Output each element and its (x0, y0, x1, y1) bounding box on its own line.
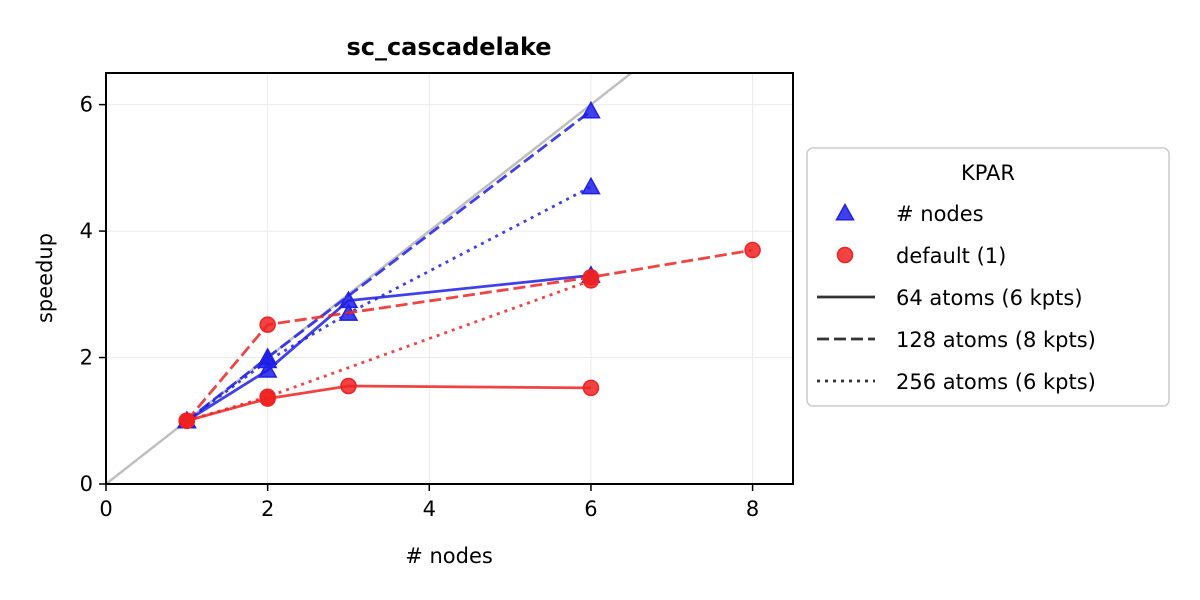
series-5 (178, 272, 600, 430)
legend-label: 128 atoms (8 kpts) (896, 328, 1096, 352)
data-point (581, 176, 601, 195)
legend: KPAR # nodes default (1) 64 atoms (6 kpts)… (806, 147, 1170, 407)
legend-entry: 64 atoms (6 kpts) (817, 286, 1083, 310)
x-tick-label: 4 (423, 497, 436, 521)
data-point (259, 316, 276, 333)
y-axis-label: speedup (33, 233, 57, 323)
legend-entry: # nodes (835, 202, 984, 226)
series-line (185, 185, 592, 422)
legend-entry: 128 atoms (8 kpts) (817, 328, 1096, 352)
legend-entry: 256 atoms (6 kpts) (817, 370, 1096, 394)
data-point (340, 377, 357, 395)
series-layer (177, 100, 761, 430)
data-point (257, 350, 278, 369)
data-point (178, 412, 196, 430)
x-tick-label: 6 (584, 497, 597, 521)
legend-entry: default (1) (836, 244, 1006, 268)
y-tick-label: 4 (80, 219, 93, 243)
data-point (581, 100, 601, 119)
data-point (582, 379, 600, 397)
legend-label: 64 atoms (6 kpts) (896, 286, 1083, 310)
data-point (744, 241, 761, 259)
data-point (259, 388, 276, 405)
series-line (186, 273, 592, 422)
legend-marker (836, 246, 854, 264)
legend-marker (835, 202, 855, 221)
x-axis-label: # nodes (405, 544, 493, 568)
legend-label: default (1) (896, 244, 1006, 268)
data-point (582, 272, 600, 289)
y-tick-label: 2 (80, 346, 93, 370)
x-tick-label: 8 (746, 497, 759, 521)
legend-box (806, 147, 1170, 407)
y-tick-label: 0 (80, 472, 93, 496)
series-line (186, 279, 592, 423)
y-tick-label: 6 (80, 93, 93, 117)
x-tick-label: 0 (99, 497, 112, 521)
chart-title: sc_cascadelake (346, 33, 551, 61)
x-tick-label: 2 (261, 497, 274, 521)
legend-title: KPAR (961, 161, 1015, 185)
series-line (185, 248, 753, 422)
axes: 0 2 4 6 8 0 2 4 6 (80, 72, 794, 521)
legend-label: 256 atoms (6 kpts) (896, 370, 1096, 394)
plot-frame (105, 72, 794, 485)
legend-label: # nodes (896, 202, 984, 226)
data-point (257, 360, 278, 378)
